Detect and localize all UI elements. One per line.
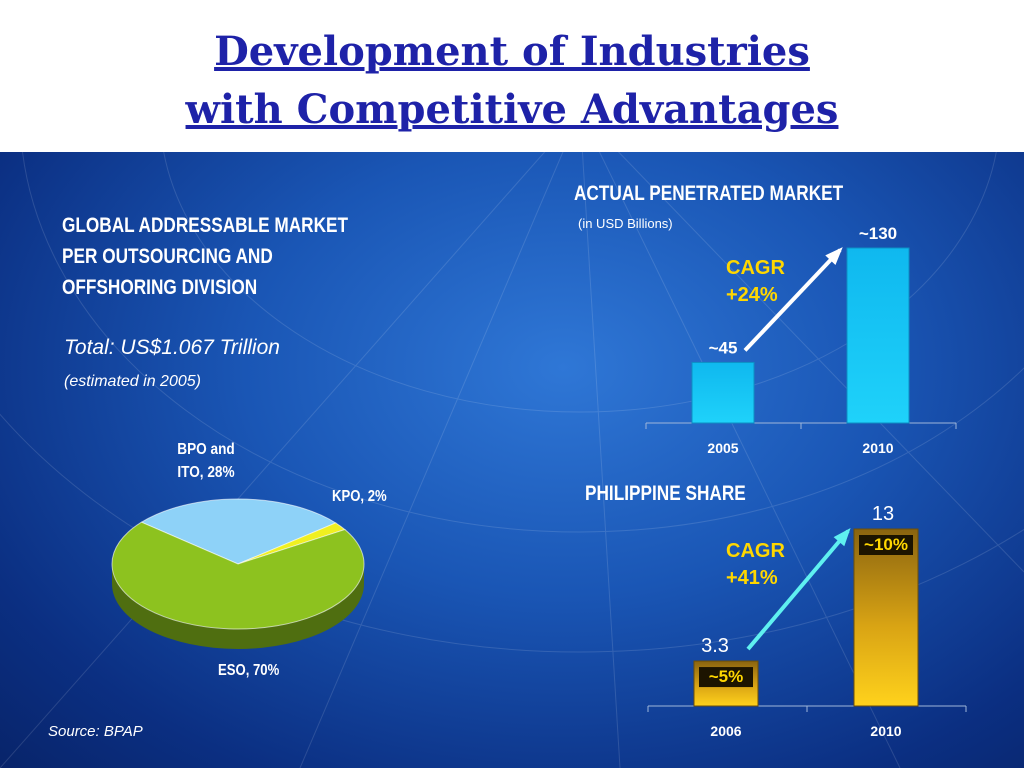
share-cagr-arrow	[746, 529, 850, 651]
source-note: Source: BPAP	[48, 723, 143, 740]
pie-label-kpo: KPO, 2%	[332, 488, 387, 505]
content-panel: GLOBAL ADDRESSABLE MARKET PER OUTSOURCIN…	[0, 152, 1024, 768]
market-bar-2005	[691, 361, 755, 424]
background-grid	[0, 152, 1024, 768]
share-cagr-arrowhead	[833, 527, 851, 547]
bar-charts: 2005 ~45 2010 ~130 2006 3.3 ~5% 2010 13 ~10%	[645, 224, 967, 739]
market-tick-label-2010: 2010	[862, 440, 893, 456]
market-value-label-2010: ~130	[859, 224, 897, 243]
market-heading-line1: GLOBAL ADDRESSABLE MARKET	[62, 214, 349, 237]
market-tick-label-2005: 2005	[707, 440, 738, 456]
pie-side-wall	[112, 564, 364, 649]
market-chart-subtitle: (in USD Billions)	[578, 216, 673, 231]
market-heading-line3: OFFSHORING DIVISION	[62, 276, 258, 299]
share-tick-label-2010: 2010	[870, 723, 901, 739]
market-chart-title: ACTUAL PENETRATED MARKET	[574, 182, 844, 205]
slide-title-line2: with Competitive Advantages	[185, 86, 839, 133]
share-inner-label-bg-2006	[699, 667, 753, 688]
market-cagr-arrowhead	[825, 247, 843, 265]
share-value-label-2010: 13	[872, 503, 894, 525]
market-bar-2010	[846, 247, 910, 424]
market-cagr-label: CAGR +24%	[726, 255, 785, 309]
market-heading-line2: PER OUTSOURCING AND	[62, 245, 273, 268]
market-value-label-2005: ~45	[709, 338, 738, 357]
pie-label-bpo: BPO and ITO, 28%	[177, 441, 235, 481]
share-cagr-line2: +41%	[726, 567, 778, 589]
share-value-label-2006: 3.3	[701, 635, 729, 657]
pie-slice-eso	[111, 521, 365, 630]
share-chart-title: PHILIPPINE SHARE	[585, 482, 746, 505]
pie-label-eso: ESO, 70%	[218, 662, 280, 679]
share-inner-label-2006: ~5%	[709, 667, 744, 686]
pie-chart	[111, 498, 365, 649]
market-total: Total: US$1.067 Trillion	[64, 336, 280, 359]
share-cagr-line1: CAGR	[726, 540, 785, 562]
market-estimate-note: (estimated in 2005)	[64, 373, 201, 390]
pie-slice-bpo-and-ito	[140, 498, 337, 565]
share-bar-2010	[853, 528, 919, 707]
share-cagr-label: CAGR +41%	[726, 538, 785, 592]
market-cagr-arrow	[743, 248, 842, 352]
market-cagr-line1: CAGR	[726, 257, 785, 279]
slide-title-line1: Development of Industries	[214, 28, 810, 75]
share-inner-label-bg-2010	[859, 535, 913, 555]
market-cagr-line2: +24%	[726, 284, 778, 306]
share-tick-label-2006: 2006	[710, 723, 741, 739]
share-inner-label-2010: ~10%	[864, 535, 908, 554]
